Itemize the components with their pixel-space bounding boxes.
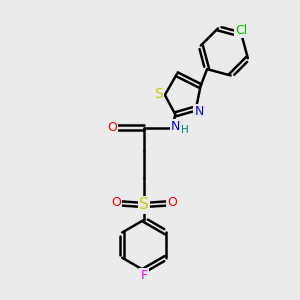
Text: H: H [181, 125, 189, 135]
Text: O: O [112, 196, 122, 209]
Text: S: S [139, 197, 149, 212]
Text: O: O [167, 196, 177, 209]
Text: O: O [107, 121, 117, 134]
Text: N: N [194, 105, 204, 118]
Text: S: S [154, 86, 163, 100]
Text: F: F [140, 269, 148, 282]
Text: Cl: Cl [236, 24, 248, 37]
Text: N: N [171, 120, 180, 133]
